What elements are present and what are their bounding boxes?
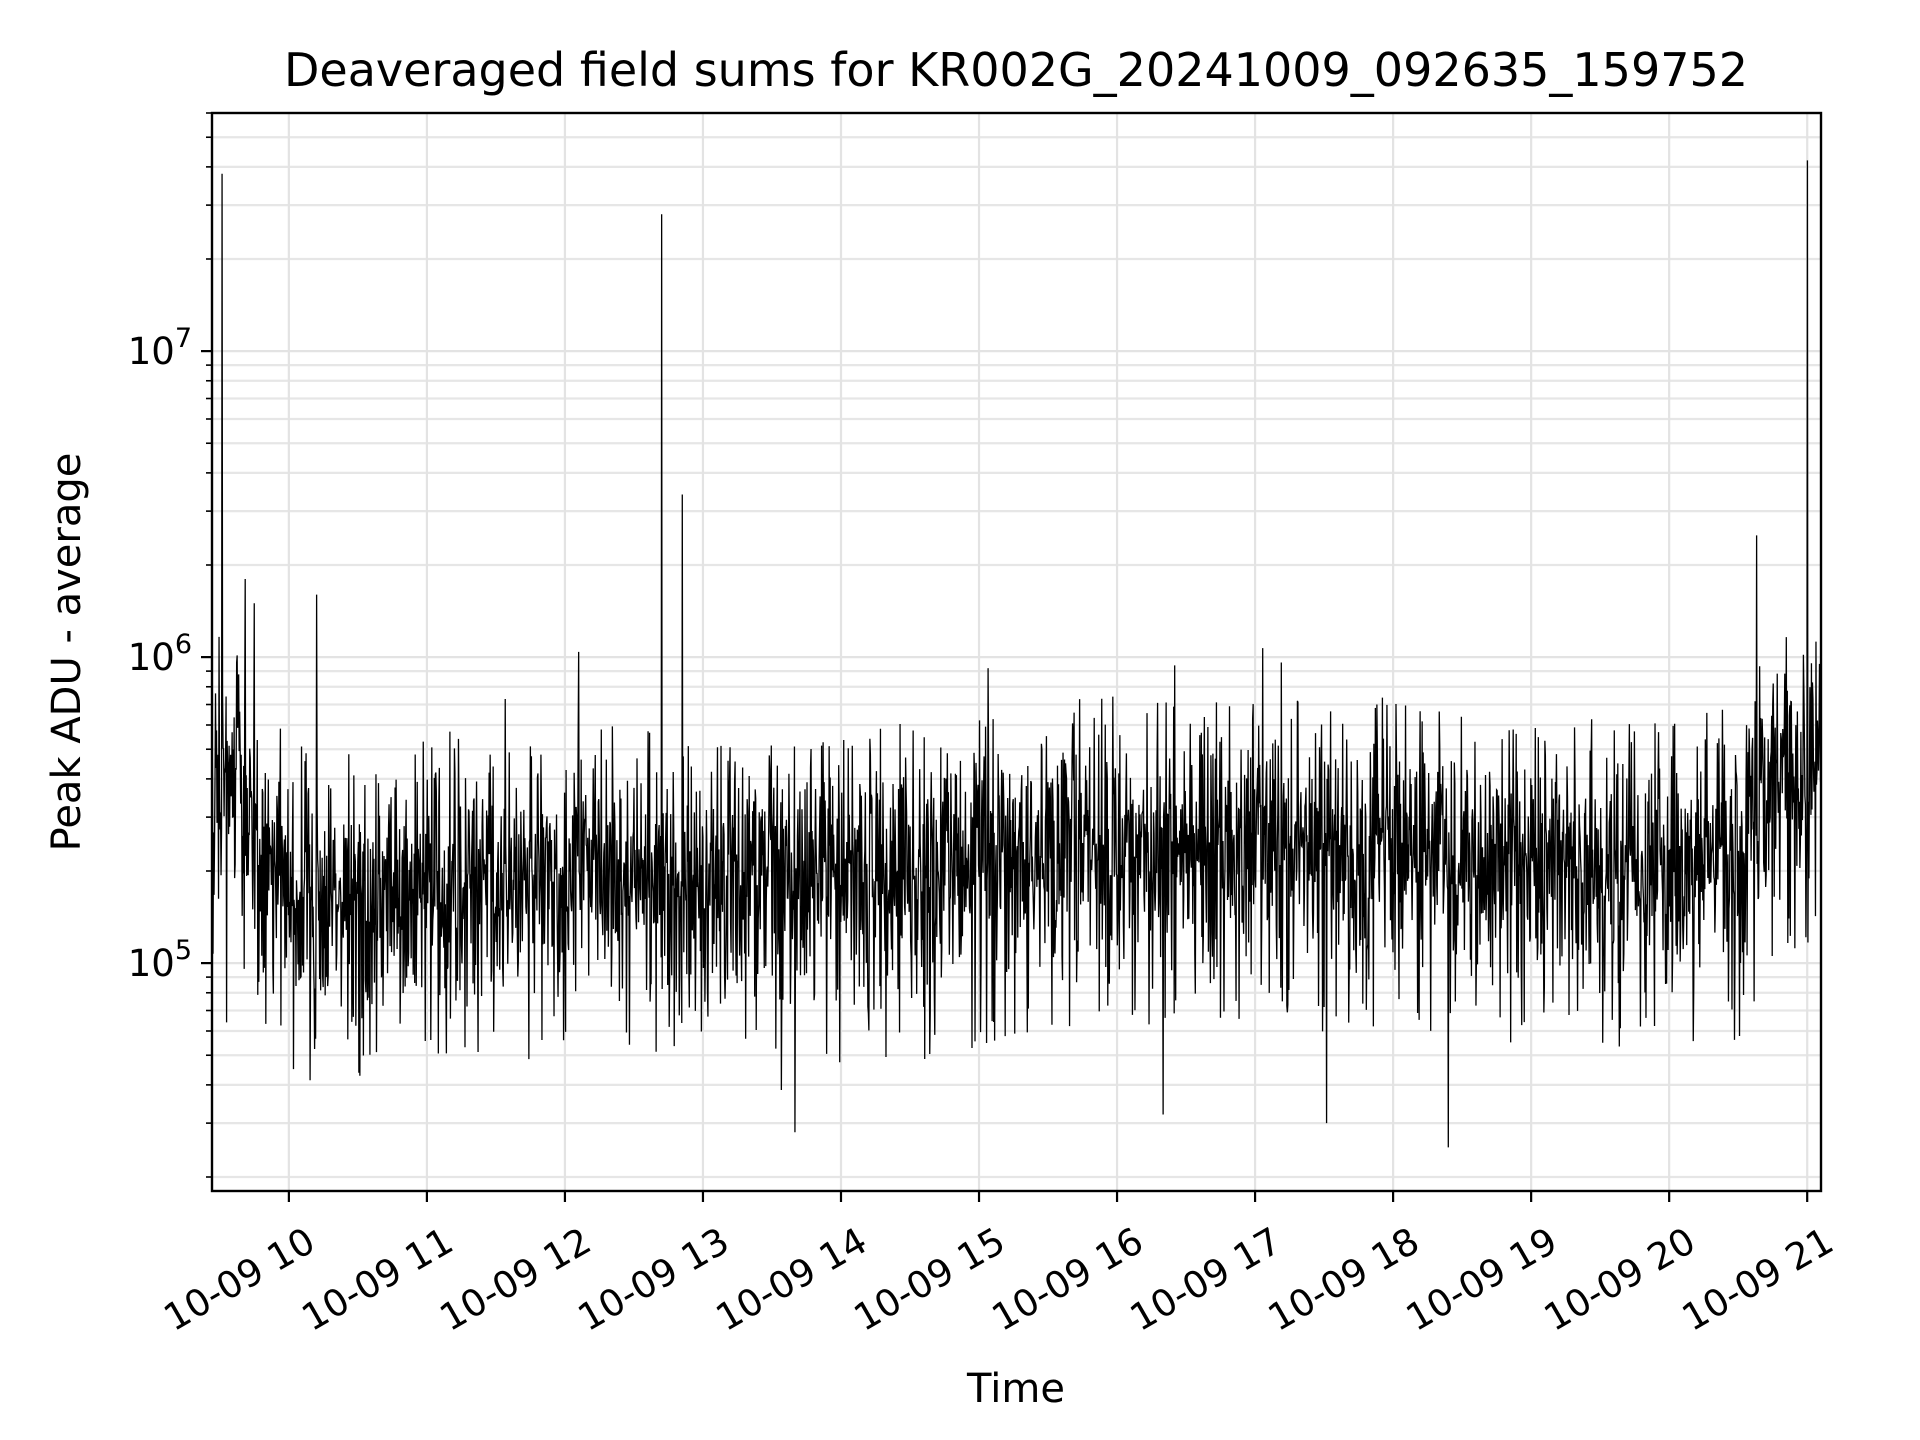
x-tick-label: 10-09 20 (1537, 1219, 1703, 1339)
x-axis-label: Time (966, 1366, 1065, 1412)
y-tick-label: 105 (128, 935, 192, 985)
y-tick-label: 106 (128, 629, 192, 679)
axis-ticks (201, 112, 1809, 1202)
x-tick-label: 10-09 11 (295, 1219, 461, 1339)
x-tick-label: 10-09 18 (1261, 1219, 1427, 1339)
x-tick-label: 10-09 13 (571, 1219, 737, 1339)
plot-frame (210, 111, 1823, 1193)
x-tick-label: 10-09 19 (1399, 1219, 1565, 1339)
x-tick-label: 10-09 21 (1675, 1219, 1841, 1339)
x-tick-label: 10-09 15 (847, 1219, 1013, 1339)
x-tick-label: 10-09 16 (985, 1219, 1151, 1339)
y-axis-label: Peak ADU - average (44, 453, 90, 852)
y-tick-label: 107 (128, 323, 192, 373)
x-tick-label: 10-09 17 (1123, 1219, 1289, 1339)
grid-lines (212, 111, 1821, 1191)
chart-title: Deaveraged field sums for KR002G_2024100… (284, 43, 1748, 97)
x-tick-label: 10-09 12 (433, 1219, 599, 1339)
x-tick-label: 10-09 14 (709, 1219, 875, 1339)
series-line (211, 160, 1822, 1148)
x-tick-label: 10-09 10 (157, 1219, 323, 1339)
